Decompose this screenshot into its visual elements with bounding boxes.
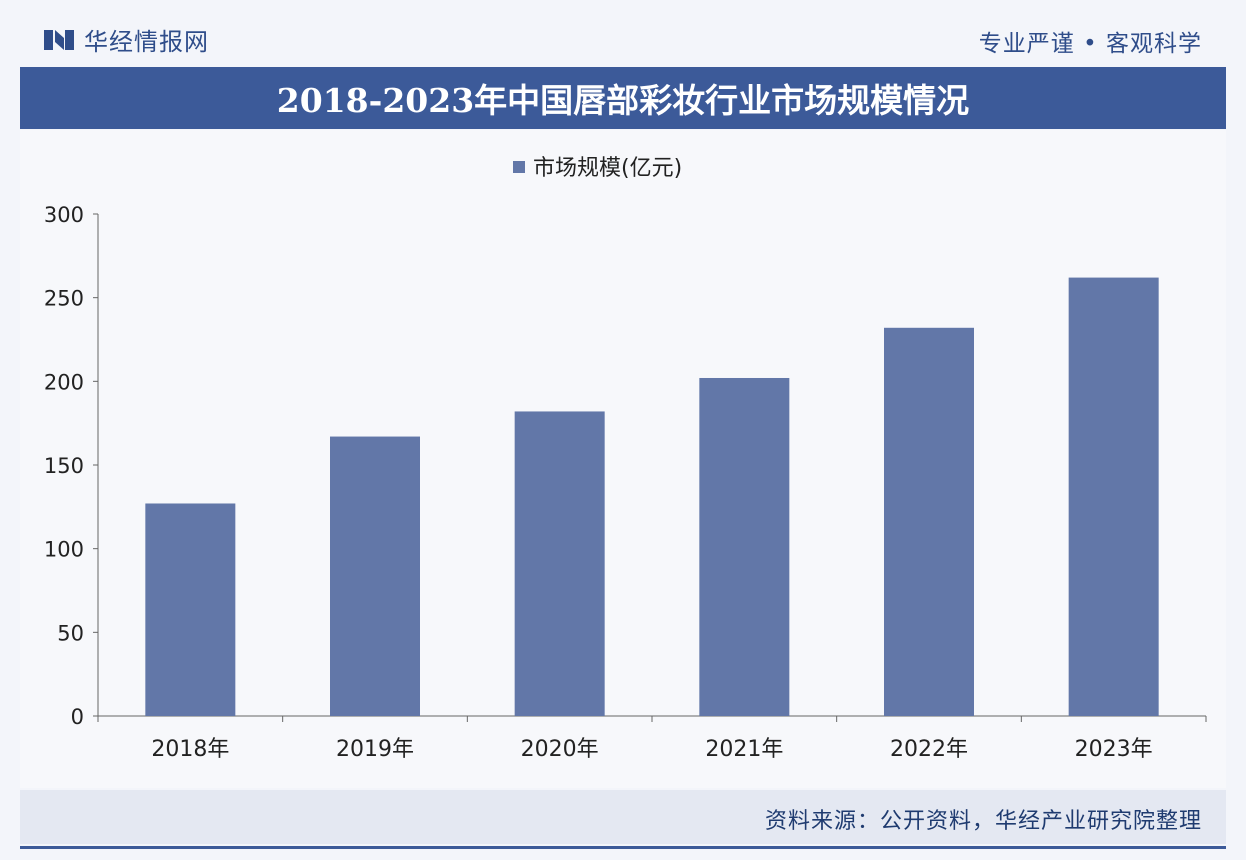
y-tick-label: 50 xyxy=(57,621,84,645)
bottom-divider xyxy=(20,846,1226,849)
legend-swatch xyxy=(513,161,525,173)
chart-title: 2018-2023年中国唇部彩妆行业市场规模情况 xyxy=(276,81,970,120)
brand-name: 华经情报网 xyxy=(84,28,209,56)
legend-label: 市场规模(亿元) xyxy=(533,156,682,181)
x-tick-label: 2023年 xyxy=(1075,737,1153,762)
bar-chart: 市场规模(亿元) 0 50 100 150 200 250 300 2018年 2019年 2020… xyxy=(44,156,1207,762)
x-tick-label: 2018年 xyxy=(151,737,229,762)
x-tick-label: 2020年 xyxy=(521,737,599,762)
brand-logo-icon xyxy=(44,29,74,50)
chart-area: 市场规模(亿元) 0 50 100 150 200 250 300 2018年 2019年 2020… xyxy=(20,130,1226,788)
y-tick-label: 150 xyxy=(44,454,84,478)
y-tick-label: 100 xyxy=(44,538,84,562)
source-note: 资料来源：公开资料，华经产业研究院整理 xyxy=(764,809,1202,834)
y-tick-label: 200 xyxy=(44,370,84,394)
y-tick-label: 250 xyxy=(44,287,84,311)
y-tick-label: 300 xyxy=(44,203,84,227)
bar xyxy=(330,436,420,716)
bar xyxy=(884,327,974,716)
brand: 华经情报网 xyxy=(44,22,209,57)
bar xyxy=(1068,277,1159,716)
x-tick-label: 2021年 xyxy=(705,737,783,762)
bar xyxy=(514,411,605,716)
bar xyxy=(145,503,236,716)
title-band: 2018-2023年中国唇部彩妆行业市场规模情况 xyxy=(20,67,1226,129)
footer: 资料来源：公开资料，华经产业研究院整理 xyxy=(20,790,1226,844)
x-tick-label: 2022年 xyxy=(890,737,968,762)
x-tick-label: 2019年 xyxy=(336,737,414,762)
bar xyxy=(699,377,790,716)
y-tick-label: 0 xyxy=(71,705,84,729)
motto: 专业严谨 • 客观科学 xyxy=(978,31,1202,57)
header-bar: 华经情报网 专业严谨 • 客观科学 xyxy=(0,0,1246,66)
